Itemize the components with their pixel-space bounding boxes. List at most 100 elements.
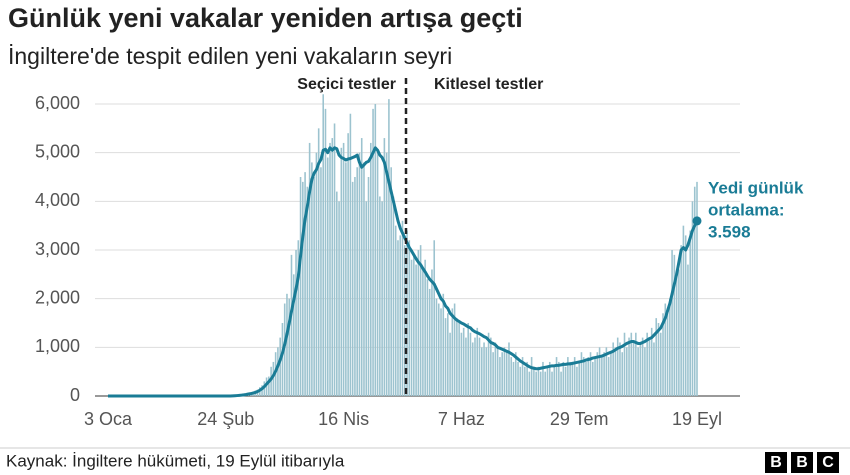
end-point	[692, 216, 702, 226]
bar	[376, 152, 379, 396]
bar	[564, 366, 567, 396]
bar	[614, 347, 617, 396]
bar	[295, 250, 297, 396]
bar	[505, 352, 508, 396]
bar	[571, 361, 574, 396]
bar	[444, 318, 447, 396]
bar	[369, 142, 372, 396]
bar	[594, 357, 596, 396]
bar	[524, 366, 526, 396]
bar	[612, 342, 614, 396]
bar	[320, 167, 322, 396]
bar	[501, 352, 503, 396]
bar	[641, 337, 644, 396]
bar	[456, 318, 458, 396]
svg-text:B: B	[770, 454, 782, 471]
bar	[292, 274, 295, 396]
bar	[431, 269, 433, 396]
bar	[311, 162, 313, 396]
bar	[415, 264, 417, 396]
bar	[270, 366, 272, 396]
bar	[537, 366, 540, 396]
chart-title: Günlük yeni vakalar yeniden artışa geçti	[8, 3, 523, 33]
bar	[628, 337, 630, 396]
bar	[605, 347, 608, 396]
bar	[356, 167, 358, 396]
bar	[625, 347, 628, 396]
y-tick-label: 6,000	[35, 93, 80, 113]
bar	[286, 293, 288, 396]
bar	[623, 332, 626, 396]
bar	[578, 361, 580, 396]
bar	[474, 337, 476, 396]
bar	[433, 240, 436, 396]
bar	[277, 347, 279, 396]
bar	[521, 357, 524, 396]
bar	[598, 347, 601, 396]
bar	[306, 186, 309, 396]
bar	[587, 357, 590, 396]
bar	[653, 342, 655, 396]
bar	[499, 357, 501, 396]
svg-text:B: B	[796, 454, 808, 471]
bar	[535, 371, 537, 396]
bar	[272, 361, 275, 396]
bar	[555, 357, 558, 396]
bar	[333, 123, 336, 396]
bar	[666, 308, 669, 396]
x-tick-label: 19 Eyl	[672, 409, 722, 429]
bar	[458, 323, 460, 396]
bar	[451, 308, 454, 396]
bar	[558, 361, 560, 396]
bar	[639, 342, 642, 396]
bar	[476, 327, 479, 396]
bar	[399, 235, 402, 396]
bar	[669, 298, 671, 396]
bar	[447, 313, 449, 396]
bar	[517, 361, 519, 396]
bar	[367, 177, 370, 396]
bar	[684, 235, 687, 396]
bar	[263, 381, 266, 396]
bar	[467, 323, 469, 396]
bar	[383, 138, 386, 397]
bar	[560, 371, 562, 396]
bar	[610, 352, 612, 396]
bar	[567, 357, 569, 396]
bar	[299, 177, 302, 396]
bar	[308, 142, 311, 396]
y-tick-label: 3,000	[35, 239, 80, 259]
bar	[392, 196, 395, 396]
bar	[659, 332, 662, 396]
bar	[682, 225, 685, 396]
phase-label: Kitlesel testler	[434, 76, 543, 93]
bar	[490, 337, 492, 396]
y-tick-label: 0	[70, 385, 80, 405]
bar	[596, 352, 599, 396]
bar	[317, 128, 320, 397]
bar	[687, 264, 689, 396]
bar	[351, 181, 354, 396]
bar	[616, 337, 619, 396]
bar	[428, 288, 431, 396]
x-tick-label: 16 Nis	[318, 409, 369, 429]
bar	[671, 250, 673, 396]
bar	[419, 245, 422, 396]
bar	[390, 167, 392, 396]
bar	[553, 366, 556, 396]
bar	[279, 337, 281, 396]
bar	[360, 138, 363, 397]
bar	[573, 357, 576, 396]
bar	[673, 254, 676, 396]
annotation: 3.598	[708, 222, 751, 241]
bar	[487, 332, 490, 396]
bar	[358, 152, 361, 396]
bar	[619, 342, 621, 396]
bar	[601, 357, 603, 396]
bar	[589, 352, 592, 396]
bar	[478, 337, 481, 396]
bar	[607, 357, 610, 396]
bar	[492, 352, 494, 396]
bar	[290, 254, 293, 396]
bar	[347, 133, 349, 396]
